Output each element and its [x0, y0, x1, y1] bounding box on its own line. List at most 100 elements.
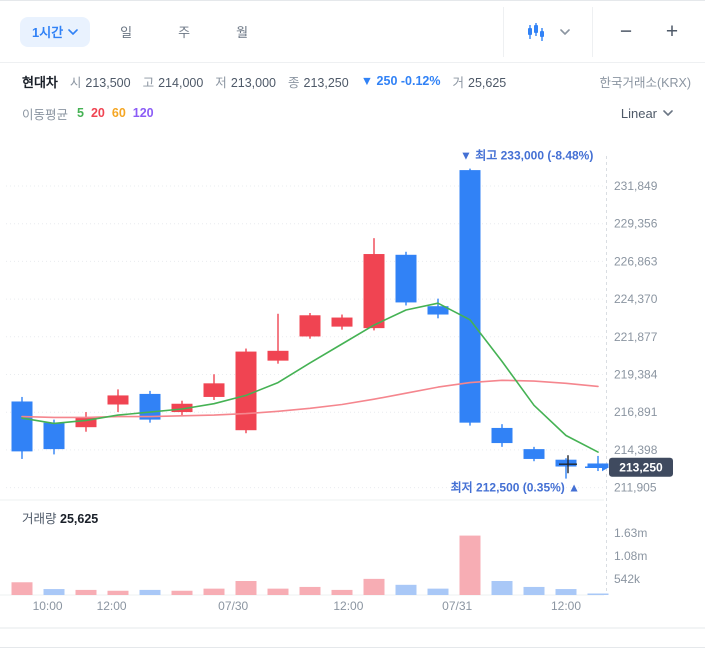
candle-body[interactable] — [331, 317, 353, 327]
candle-body[interactable] — [523, 449, 545, 459]
toolbar-divider — [503, 6, 504, 57]
ma-period-120: 120 — [132, 106, 154, 120]
low-annotation: 최저 212,500 (0.35%) ▲ — [451, 480, 580, 495]
candle-body[interactable] — [299, 315, 321, 337]
volume-bar — [587, 593, 609, 595]
timeframe-day-tab[interactable]: 일 — [120, 22, 132, 41]
candle-body[interactable] — [267, 350, 289, 361]
volume-bar — [203, 588, 225, 595]
volume-bar — [363, 578, 385, 595]
volume-bar — [171, 590, 193, 595]
low-value: 213,000 — [230, 75, 276, 90]
candle-body[interactable] — [107, 395, 129, 405]
ma-period-60: 60 — [111, 106, 126, 120]
y-axis-label: 229,356 — [614, 217, 658, 231]
volume-bar — [555, 589, 577, 595]
exchange-label: 한국거래소(KRX) — [599, 75, 691, 90]
y-axis-label: 221,877 — [614, 330, 658, 344]
chart-toolbar: 1시간 일 주 월 − + — [0, 1, 705, 63]
volume-bar — [11, 582, 33, 595]
toolbar-divider — [592, 6, 593, 57]
volume-bar — [395, 584, 417, 595]
y-axis-label: 211,905 — [614, 481, 657, 495]
chart-area: 231,849 229,356 226,863 224,370 221,877 219,3… — [0, 140, 705, 646]
chart-type-button[interactable] — [520, 18, 576, 46]
candle-body[interactable] — [75, 417, 97, 428]
last-price-arrow-icon — [602, 463, 609, 472]
timeframe-month-tab[interactable]: 월 — [236, 22, 248, 41]
volume-bar — [75, 589, 97, 595]
ohlc-high: 고 214,000 — [143, 72, 204, 91]
candle-body[interactable] — [171, 403, 193, 413]
volume-bar — [235, 580, 257, 595]
scale-selector-button[interactable]: Linear — [621, 106, 673, 121]
ohlc-low: 저 213,000 — [215, 72, 276, 91]
candle-body[interactable] — [491, 427, 513, 444]
volume-bar — [331, 589, 353, 595]
candle-body[interactable] — [43, 422, 65, 450]
candle-body[interactable] — [459, 170, 481, 423]
stock-summary-row: 현대차 시 213,500 고 214,000 저 213,000 종 213,250 … — [0, 63, 705, 99]
volume-axis-label: 1.08m — [614, 549, 647, 563]
candlestick-chart-icon — [528, 22, 544, 41]
timeframe-selected-label: 1시간 — [32, 25, 64, 40]
last-price-value: 213,250 — [619, 460, 663, 474]
x-axis-label: 12:00 — [333, 599, 363, 613]
zoom-in-button[interactable]: + — [655, 15, 689, 49]
high-annotation: ▼ 최고 233,000 (-8.48%) — [460, 148, 593, 163]
volume-bar — [523, 586, 545, 595]
candle-body[interactable] — [555, 459, 577, 467]
candle-body[interactable] — [11, 401, 33, 452]
ma5-line — [21, 302, 599, 453]
timeframe-week-tab[interactable]: 주 — [178, 22, 190, 41]
open-label: 시 — [69, 75, 82, 90]
last-price-badge — [609, 457, 673, 477]
volume-bar — [427, 588, 449, 595]
candle-body[interactable] — [587, 463, 609, 468]
scale-label: Linear — [620, 105, 657, 121]
ohlc-open: 시 213,500 — [70, 72, 131, 91]
x-axis-label: 12:00 — [97, 599, 127, 613]
candle-body[interactable] — [363, 254, 385, 329]
toolbar-right-controls: − + — [487, 6, 689, 57]
volume-bar — [491, 580, 513, 595]
moving-average-label: 이동평균 — [22, 107, 69, 122]
moving-average-row: 이동평균 5 20 60 120 Linear — [0, 99, 705, 127]
ma-period-20: 20 — [90, 106, 105, 120]
candle-body[interactable] — [395, 254, 417, 303]
volume-bar — [43, 589, 65, 595]
chevron-down-icon — [560, 28, 570, 35]
y-axis-label: 216,891 — [614, 405, 658, 419]
stock-name: 현대차 — [22, 74, 58, 90]
price-change: ▼ 250 -0.12% — [360, 74, 441, 88]
y-axis-label: 219,384 — [614, 368, 658, 382]
ma-period-5: 5 — [77, 106, 84, 120]
zoom-out-button[interactable]: − — [609, 15, 643, 49]
price-volume-chart[interactable]: 231,849 229,356 226,863 224,370 221,877 219,3… — [0, 140, 705, 646]
candle-body[interactable] — [427, 306, 449, 315]
volume-bar — [299, 586, 321, 595]
volume-bar — [267, 588, 289, 595]
volume-value: 25,625 — [468, 75, 507, 90]
volume-label: 거 — [452, 75, 464, 90]
timeframe-1hour-button[interactable]: 1시간 — [20, 16, 91, 47]
close-value: 213,250 — [303, 75, 349, 90]
ohlc-close: 종 213,250 — [288, 72, 349, 91]
candle-body[interactable] — [203, 383, 225, 397]
y-axis-label: 226,863 — [614, 254, 658, 268]
candle-body[interactable] — [235, 351, 257, 431]
chevron-down-icon — [68, 28, 78, 35]
x-axis-label: 12:00 — [551, 599, 581, 613]
x-axis-label: 10:00 — [33, 599, 63, 613]
y-axis-label: 231,849 — [614, 179, 658, 193]
volume-axis-label: 1.63m — [614, 526, 647, 540]
low-label: 저 — [215, 75, 227, 90]
chevron-down-icon — [663, 110, 673, 116]
volume-bar — [107, 590, 129, 595]
volume-axis-label: 542k — [614, 572, 641, 586]
x-axis-label: 07/31 — [442, 599, 472, 613]
volume-panel-label: 거래량 25,625 — [22, 512, 98, 526]
day-volume: 거 25,625 — [452, 72, 506, 91]
y-axis-label: 214,398 — [614, 443, 658, 457]
